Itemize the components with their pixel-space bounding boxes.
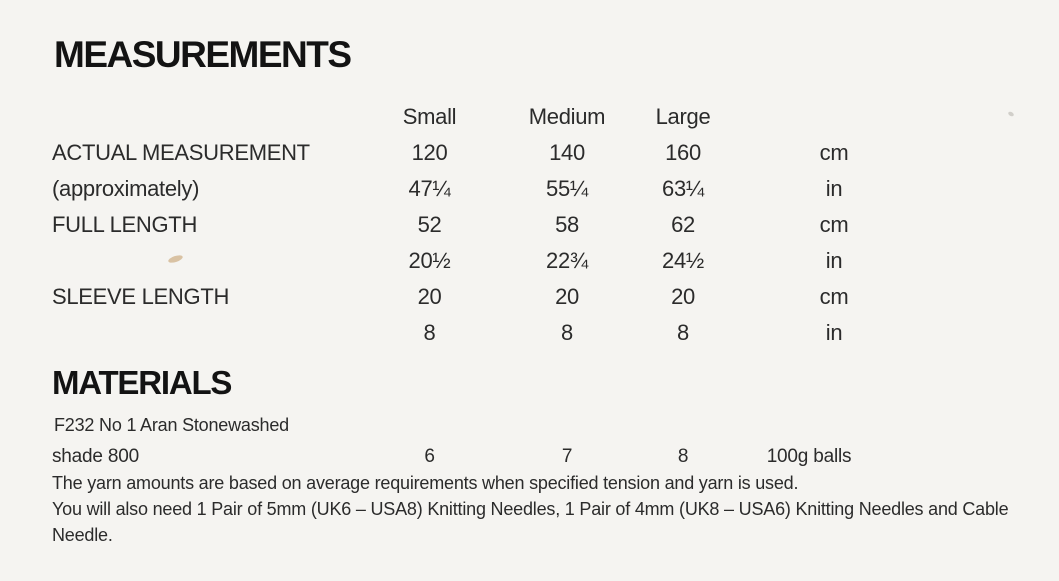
- size-header-large: Large: [655, 104, 711, 129]
- measurements-table: Small Medium Large ACTUAL MEASUREMENT 12…: [52, 99, 959, 351]
- value-large: 63¼: [662, 176, 704, 201]
- needles-note: You will also need 1 Pair of 5mm (UK6 – …: [52, 499, 1009, 545]
- scan-speck: [1007, 110, 1015, 118]
- yarn-unit-label: 100g balls: [766, 446, 852, 467]
- materials-title: MATERIALS: [52, 364, 232, 401]
- yarn-qty-large: 8: [677, 446, 689, 467]
- value-medium: 140: [549, 140, 585, 165]
- value-small: 8: [423, 320, 436, 345]
- value-large: 62: [671, 212, 695, 237]
- value-small: 120: [411, 140, 448, 165]
- unit-label: in: [825, 248, 843, 273]
- value-medium: 22¾: [546, 248, 588, 273]
- value-large: 20: [671, 284, 695, 309]
- value-medium: 20: [555, 284, 579, 309]
- value-large: 160: [665, 140, 701, 165]
- yarn-qty-medium: 7: [561, 446, 573, 467]
- row-label: [52, 315, 382, 351]
- row-label: ACTUAL MEASUREMENT: [52, 140, 310, 165]
- unit-label: cm: [819, 140, 849, 165]
- yarn-qty-small: 6: [424, 446, 435, 467]
- value-medium: 8: [561, 320, 573, 345]
- yarn-amounts-note: The yarn amounts are based on average re…: [52, 473, 799, 493]
- value-small: 52: [417, 212, 442, 237]
- spacer-cell: [709, 99, 959, 135]
- yarn-quantity-row: shade 800 6 7 8 100g balls: [52, 443, 959, 471]
- row-label: SLEEVE LENGTH: [52, 284, 230, 309]
- value-medium: 55¼: [546, 176, 588, 201]
- row-label: [52, 243, 382, 279]
- unit-label: cm: [819, 284, 849, 309]
- yarn-shade-label: shade 800: [52, 446, 139, 467]
- value-large: 8: [677, 320, 689, 345]
- row-label: FULL LENGTH: [52, 212, 198, 237]
- size-header-medium: Medium: [528, 104, 606, 129]
- unit-label: cm: [819, 212, 849, 237]
- value-large: 24½: [662, 248, 704, 273]
- value-small: 20: [417, 284, 442, 309]
- unit-label: in: [825, 320, 843, 345]
- yarn-name: F232 No 1 Aran Stonewashed: [54, 415, 289, 435]
- value-medium: 58: [555, 212, 579, 237]
- size-header-small: Small: [402, 104, 457, 129]
- materials-notes: The yarn amounts are based on average re…: [52, 470, 1052, 548]
- value-small: 47¼: [408, 176, 451, 201]
- unit-label: in: [825, 176, 843, 201]
- measurements-title: MEASUREMENTS: [54, 34, 352, 75]
- value-small: 20½: [408, 248, 451, 273]
- row-label: (approximately): [52, 176, 200, 201]
- spacer-cell: [52, 99, 382, 135]
